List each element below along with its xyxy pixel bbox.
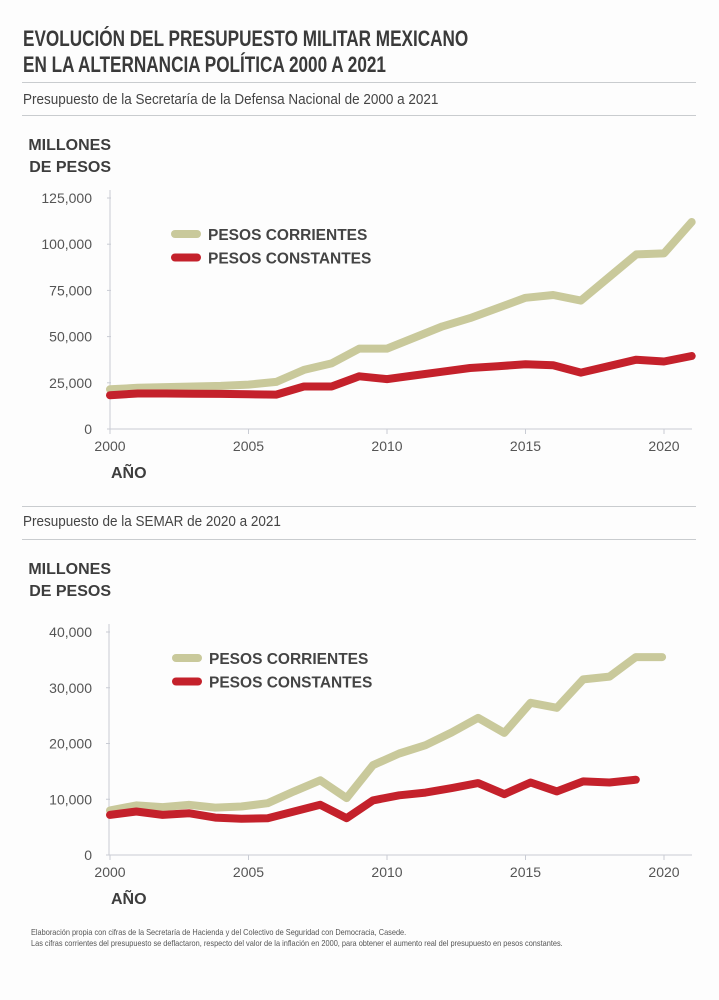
x-axis-title: AÑO bbox=[111, 462, 147, 482]
y-tick-label: 75,000 bbox=[49, 282, 92, 298]
main-title-line1: EVOLUCIÓN DEL PRESUPUESTO MILITAR MEXICA… bbox=[23, 26, 469, 51]
y-axis-title-line: MILLONES bbox=[28, 137, 111, 154]
y-axis-title: MILLONES DE PESOS bbox=[28, 137, 111, 176]
y-tick-label: 0 bbox=[84, 847, 92, 863]
legend-label: PESOS CORRIENTES bbox=[209, 651, 368, 668]
series-line-pesos-corrientes bbox=[106, 653, 667, 815]
x-tick-label: 2020 bbox=[648, 438, 679, 454]
legend-label: PESOS CONSTANTES bbox=[209, 675, 372, 692]
legend-label: PESOS CONSTANTES bbox=[208, 251, 371, 268]
series-line-pesos-constantes bbox=[106, 775, 640, 823]
y-tick-label: 50,000 bbox=[49, 329, 92, 345]
title-divider bbox=[22, 82, 696, 83]
footnote-method: Las cifras corrientes del presupuesto se… bbox=[31, 939, 563, 948]
footnotes: Elaboración propia con cifras de la Secr… bbox=[31, 927, 563, 949]
y-axis-title-line: DE PESOS bbox=[29, 583, 111, 600]
y-tick-label: 100,000 bbox=[41, 236, 92, 252]
x-tick-label: 2005 bbox=[233, 438, 264, 454]
x-tick-label: 2000 bbox=[94, 438, 125, 454]
main-title-line2: EN LA ALTERNANCIA POLÍTICA 2000 A 2021 bbox=[23, 52, 386, 77]
series-line-pesos-constantes bbox=[106, 352, 696, 400]
chart2-subtitle: Presupuesto de la SEMAR de 2020 a 2021 bbox=[23, 514, 281, 530]
x-tick-label: 2005 bbox=[233, 864, 264, 880]
y-tick-label: 125,000 bbox=[41, 190, 92, 206]
main-title: EVOLUCIÓN DEL PRESUPUESTO MILITAR MEXICA… bbox=[23, 26, 468, 78]
x-tick-label: 2015 bbox=[510, 438, 541, 454]
x-tick-label: 2010 bbox=[371, 864, 402, 880]
y-tick-label: 40,000 bbox=[49, 624, 92, 640]
y-tick-label: 20,000 bbox=[49, 736, 92, 752]
x-axis-title: AÑO bbox=[111, 888, 147, 908]
chart2-top-divider bbox=[22, 506, 696, 507]
chart1-subtitle: Presupuesto de la Secretaría de la Defen… bbox=[23, 92, 439, 108]
footnote-source: Elaboración propia con cifras de la Secr… bbox=[31, 928, 407, 937]
x-tick-label: 2015 bbox=[510, 864, 541, 880]
series-line-pesos-corrientes bbox=[106, 218, 696, 394]
chart1-subtitle-divider bbox=[22, 115, 696, 116]
y-tick-label: 25,000 bbox=[49, 375, 92, 391]
y-axis-title: MILLONES DE PESOS bbox=[28, 561, 111, 600]
x-tick-label: 2010 bbox=[371, 438, 402, 454]
y-tick-label: 0 bbox=[84, 421, 92, 437]
legend-label: PESOS CORRIENTES bbox=[208, 227, 367, 244]
y-axis-title-line: DE PESOS bbox=[29, 159, 111, 176]
y-tick-label: 10,000 bbox=[49, 791, 92, 807]
chart2-subtitle-divider bbox=[22, 539, 696, 540]
chart-sedena: MILLONES DE PESOS 0 25,000 50,000 75,000 100,0… bbox=[28, 137, 696, 482]
y-tick-label: 30,000 bbox=[49, 680, 92, 696]
chart-semar: MILLONES DE PESOS 0 10,000 20,000 30,000 40,00… bbox=[28, 561, 692, 908]
y-axis-title-line: MILLONES bbox=[28, 561, 111, 578]
x-tick-label: 2000 bbox=[94, 864, 125, 880]
x-tick-label: 2020 bbox=[648, 864, 679, 880]
